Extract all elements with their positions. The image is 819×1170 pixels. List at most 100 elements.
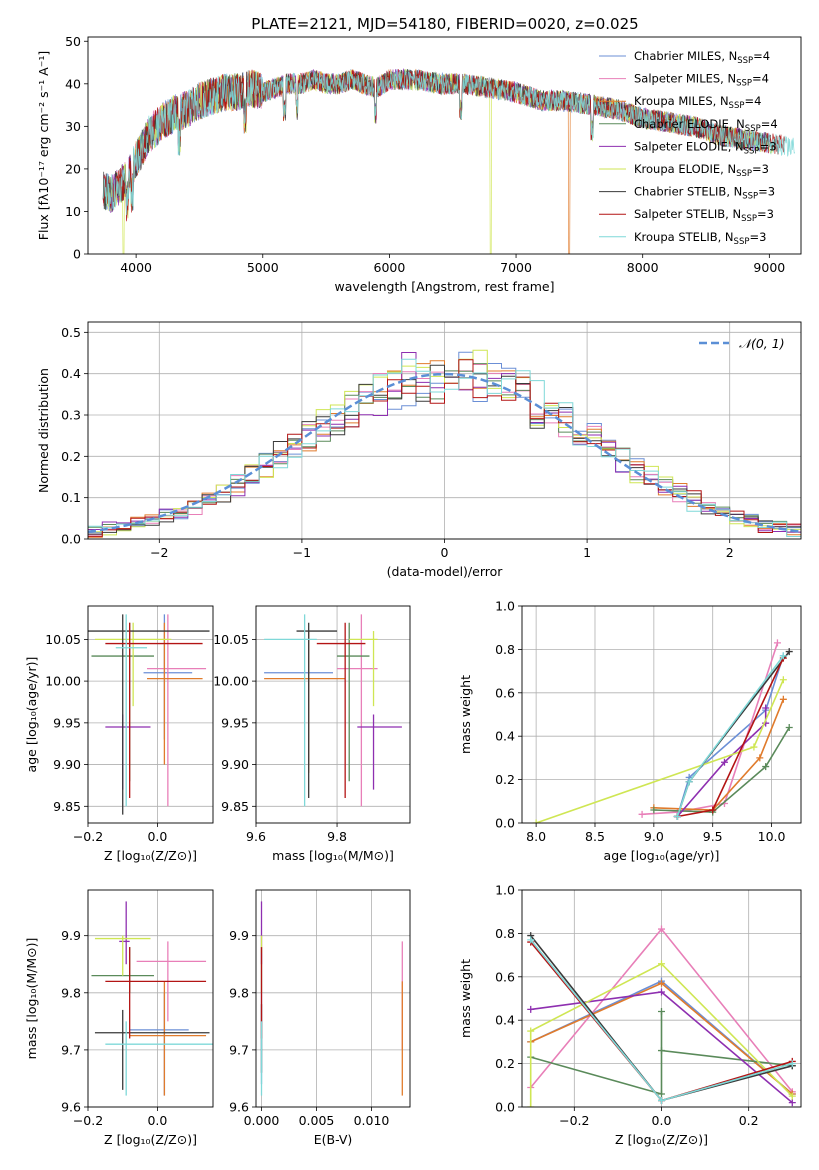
weight-line-chabrier-elodie [653,727,790,813]
z-weight-panel: −0.2 0.0 0.2 0.0 0.2 0.4 0.6 0.8 1.0 Z [log₁₀(Z/Z… [458,883,802,1147]
legend-suffix: =3 [757,207,774,221]
y-tick-label: 10.05 [213,632,249,647]
axes-frame [255,605,411,824]
weight-marker-kroupa-elodie [527,1103,535,1107]
legend-suffix: =4 [753,49,770,63]
y-tick-label: 9.85 [221,799,249,814]
y-tick-label: 9.8 [229,985,249,1000]
y-tick-label: 10.05 [45,632,81,647]
x-axis-label: age [log₁₀(age/yr)] [604,848,720,863]
weight-marker-chabrier-stelib [785,648,793,656]
legend-sub: SSP [734,237,750,247]
x-tick-label: 5000 [247,260,279,275]
weight-marker-chabrier-elodie [785,724,793,732]
axes-frame [87,605,214,824]
weight-marker-chabrier-elodie [658,1008,665,1016]
legend-suffix: =4 [744,94,761,108]
y-tick-label: 9.7 [61,1042,81,1057]
y-tick-label: 10.00 [45,674,81,689]
x-axis-label: E(B-V) [314,1132,353,1147]
x-tick-label: 9000 [753,260,785,275]
legend-entry-salpeter-elodie: Salpeter ELODIE, NSSP=3 [634,139,777,156]
y-tick-label: 0.0 [61,532,81,547]
y-tick-label: 0.2 [495,772,515,787]
y-axis-label: mass weight [458,959,473,1038]
z-mass-panel: −0.2 0.0 9.6 9.7 9.8 9.9 Z [log₁₀(Z/Z⊙)] mass [… [24,889,214,1147]
x-axis-label: wavelength [Angstrom, rest frame] [334,279,554,294]
weight-marker-chabrier-elodie [762,763,770,771]
y-tick-label: 20 [65,161,81,176]
residuals-panel: −2 −1 0 1 2 0.0 0.1 0.2 0.3 0.4 0.5 (data-model)/er… [36,321,802,579]
x-axis-label: (data-model)/error [387,564,504,579]
y-tick-label: 0.2 [61,449,81,464]
x-tick-label: 0.2 [739,1113,759,1128]
figure-title: PLATE=2121, MJD=54180, FIBERID=0020, z=0… [251,15,638,33]
legend-label: Salpeter ELODIE, N [634,139,744,153]
legend-label: Kroupa ELODIE, N [634,162,736,176]
y-tick-label: 9.9 [229,928,249,943]
legend-sub: SSP [737,56,753,66]
legend-sub: SSP [729,101,745,111]
x-axis-label: mass [log₁₀(M/M⊙)] [272,848,394,863]
weight-marker-salpeter-elodie [788,1099,796,1107]
legend-suffix: =3 [758,185,775,199]
x-tick-label: 9.8 [327,829,347,844]
legend-suffix: =3 [749,230,766,244]
x-tick-label: 0.0 [652,1113,672,1128]
y-tick-label: 1.0 [495,599,515,614]
weight-marker-salpeter-elodie [762,704,770,712]
x-axis-label: Z [log₁₀(Z/Z⊙)] [615,1132,708,1147]
weight-marker-kroupa-stelib [788,1060,796,1068]
weight-marker-kroupa-stelib [658,1096,665,1104]
x-tick-label: 9.0 [644,829,664,844]
legend-label: Chabrier ELODIE, N [634,117,745,131]
legend-entry-chabrier-miles: Chabrier MILES, NSSP=4 [634,49,770,66]
x-tick-label: 8.0 [526,829,546,844]
age-weight-series [532,639,793,823]
weight-line-chabrier-elodie [530,1011,793,1096]
weight-marker-kroupa-elodie [527,1027,535,1035]
mass-age-panel: 9.6 9.8 9.85 9.90 9.95 10.00 10.05 mass [log₁₀(… [213,605,411,863]
x-tick-label: 0 [441,545,449,560]
y-tick-label: 0.8 [495,642,515,657]
mass-age-points [264,614,402,807]
legend-label: Salpeter STELIB, N [634,207,741,221]
weight-marker-salpeter-elodie [658,988,665,996]
x-tick-label: 8.5 [585,829,605,844]
weight-marker-chabrier-elodie [650,806,658,814]
y-tick-label: 9.6 [61,1100,81,1115]
y-tick-label: 0 [73,247,81,262]
weight-marker-kroupa-elodie [532,819,540,823]
legend-suffix: =4 [761,117,778,131]
spectrum-panel: 4000 5000 6000 7000 8000 9000 0 10 20 30 40 50 wavel… [36,34,802,294]
legend-entry-kroupa-stelib: Kroupa STELIB, NSSP=3 [634,230,766,247]
spectrum-lines [102,68,796,254]
weight-line-kroupa-elodie [529,962,793,1107]
weight-marker-salpeter-miles [773,639,781,647]
y-axis-label: mass [log₁₀(M/M⊙)] [24,938,39,1060]
legend-entry-kroupa-miles: Kroupa MILES, NSSP=4 [634,94,761,111]
y-axis-label: Flux [fλ10⁻¹⁷ erg cm⁻² s⁻¹ A⁻¹] [36,51,51,240]
y-tick-label: 0.1 [61,490,81,505]
histogram-kroupa-stelib [88,358,801,537]
y-tick-label: 1.0 [495,883,515,898]
y-tick-label: 0.4 [495,729,515,744]
x-tick-label: 9.5 [703,829,723,844]
weight-marker-kroupa-elodie [779,676,787,684]
legend-sub: SSP [742,192,758,202]
x-tick-label: −0.2 [73,829,103,844]
y-tick-label: 9.6 [229,1100,249,1115]
y-tick-label: 0.8 [495,926,515,941]
legend-sub: SSP [736,79,752,89]
y-tick-label: 9.90 [221,757,249,772]
weight-marker-kroupa-stelib [779,652,787,660]
y-tick-label: 0.4 [495,1013,515,1028]
x-tick-label: −2 [150,545,168,560]
x-tick-label: 2 [726,545,734,560]
y-tick-label: 9.85 [53,799,81,814]
weight-marker-kroupa-miles [756,754,764,762]
y-tick-label: 0.6 [495,685,515,700]
x-tick-label: 1 [583,545,591,560]
